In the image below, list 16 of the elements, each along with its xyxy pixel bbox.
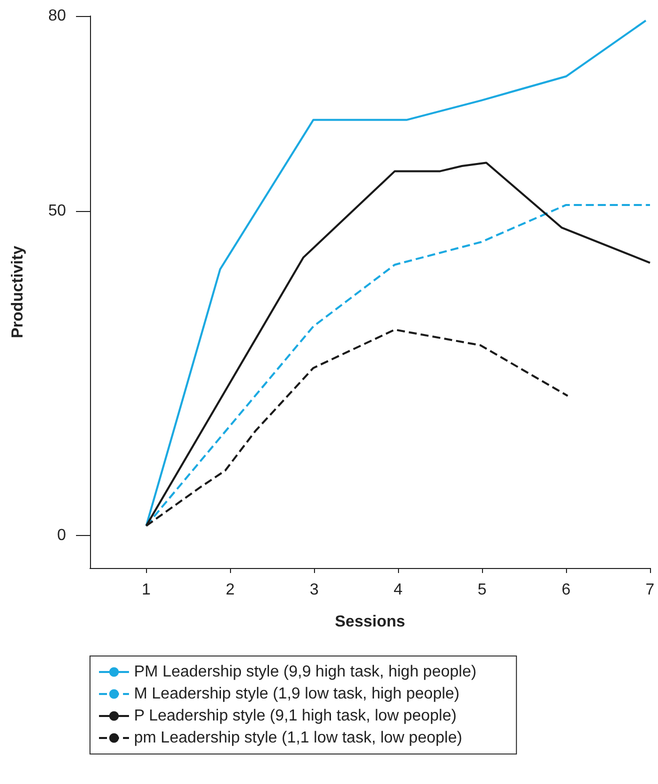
legend-label: P Leadership style (9,1 high task, low people)	[134, 708, 457, 724]
x-tick-label: 2	[226, 582, 235, 598]
x-axis-title: Sessions	[334, 614, 406, 630]
x-tick-label: 5	[478, 582, 487, 598]
x-tick-label: 3	[310, 582, 319, 598]
y-tick-label: 80	[48, 8, 66, 24]
x-tick-label: 7	[646, 582, 655, 598]
legend-label: PM Leadership style (9,9 high task, high people)	[134, 664, 476, 680]
legend-label: pm Leadership style (1,1 low task, low people)	[134, 730, 462, 746]
x-tick-label: 6	[562, 582, 571, 598]
y-axis-title: Productivity	[10, 246, 26, 338]
y-tick-label: 0	[57, 527, 66, 544]
x-tick-label: 4	[394, 582, 403, 598]
legend-label: M Leadership style (1,9 low task, high people)	[134, 686, 460, 702]
x-tick-label: 1	[142, 582, 151, 598]
y-tick-label: 50	[48, 202, 66, 220]
